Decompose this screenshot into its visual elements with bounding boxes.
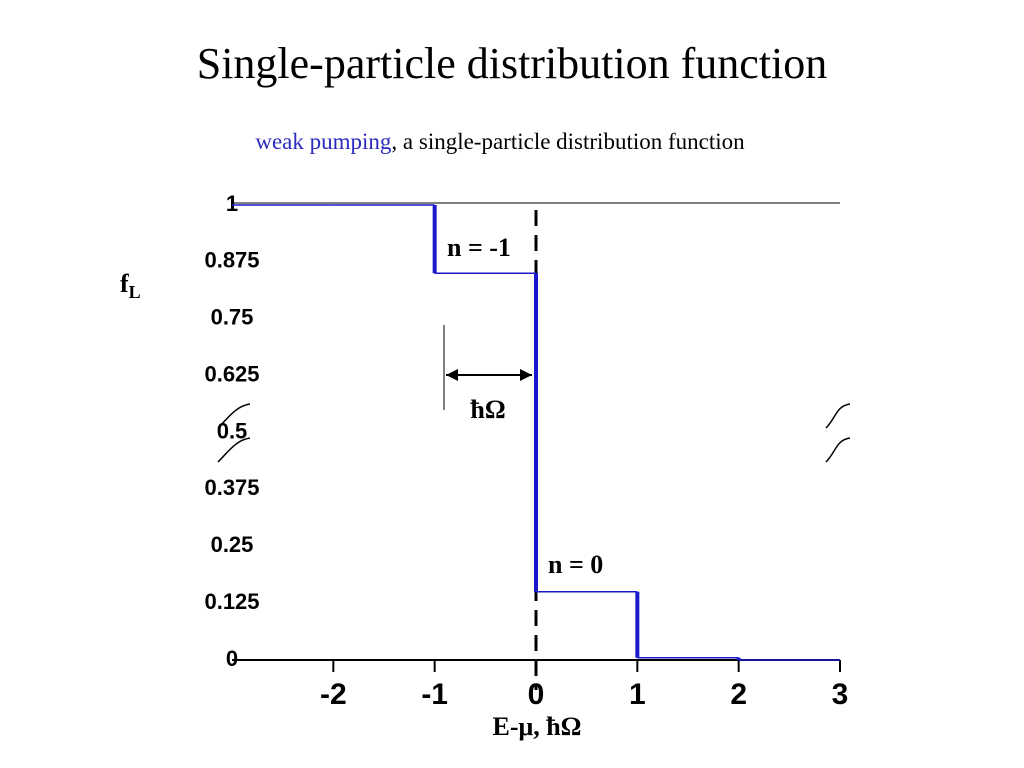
y-tick-label: 0.875 (204, 248, 259, 273)
y-tick-label: 1 (226, 191, 238, 216)
annotation: n = 0 (548, 550, 603, 579)
y-tick-label: 0 (226, 646, 238, 671)
subtitle: weak pumping, a single-particle distribu… (255, 129, 745, 154)
x-tick-label: 3 (832, 678, 849, 711)
y-tick-label: 0.5 (217, 418, 248, 443)
y-label-main: f (120, 269, 129, 298)
x-tick-label: 0 (528, 678, 545, 711)
slide-title: Single-particle distribution function (197, 39, 828, 88)
y-tick-label: 0.375 (204, 475, 259, 500)
y-tick-label: 0.625 (204, 361, 259, 386)
x-tick-label: -1 (421, 678, 448, 711)
y-axis-label: fL (120, 269, 141, 302)
annotation: ħΩ (470, 395, 505, 424)
x-tick-label: 2 (730, 678, 747, 711)
x-axis-label: E-μ, ħΩ (492, 712, 581, 741)
y-label-sub: L (129, 282, 141, 302)
axis-break (217, 403, 851, 463)
subtitle-highlight: weak pumping (255, 129, 392, 154)
y-tick-label: 0.75 (211, 305, 254, 330)
x-tick-label: -2 (320, 678, 347, 711)
subtitle-rest: , a single-particle distribution functio… (391, 129, 745, 154)
x-tick-label: 1 (629, 678, 646, 711)
y-tick-label: 0.125 (204, 589, 259, 614)
annotation: n = -1 (447, 233, 511, 262)
y-tick-label: 0.25 (211, 532, 254, 557)
